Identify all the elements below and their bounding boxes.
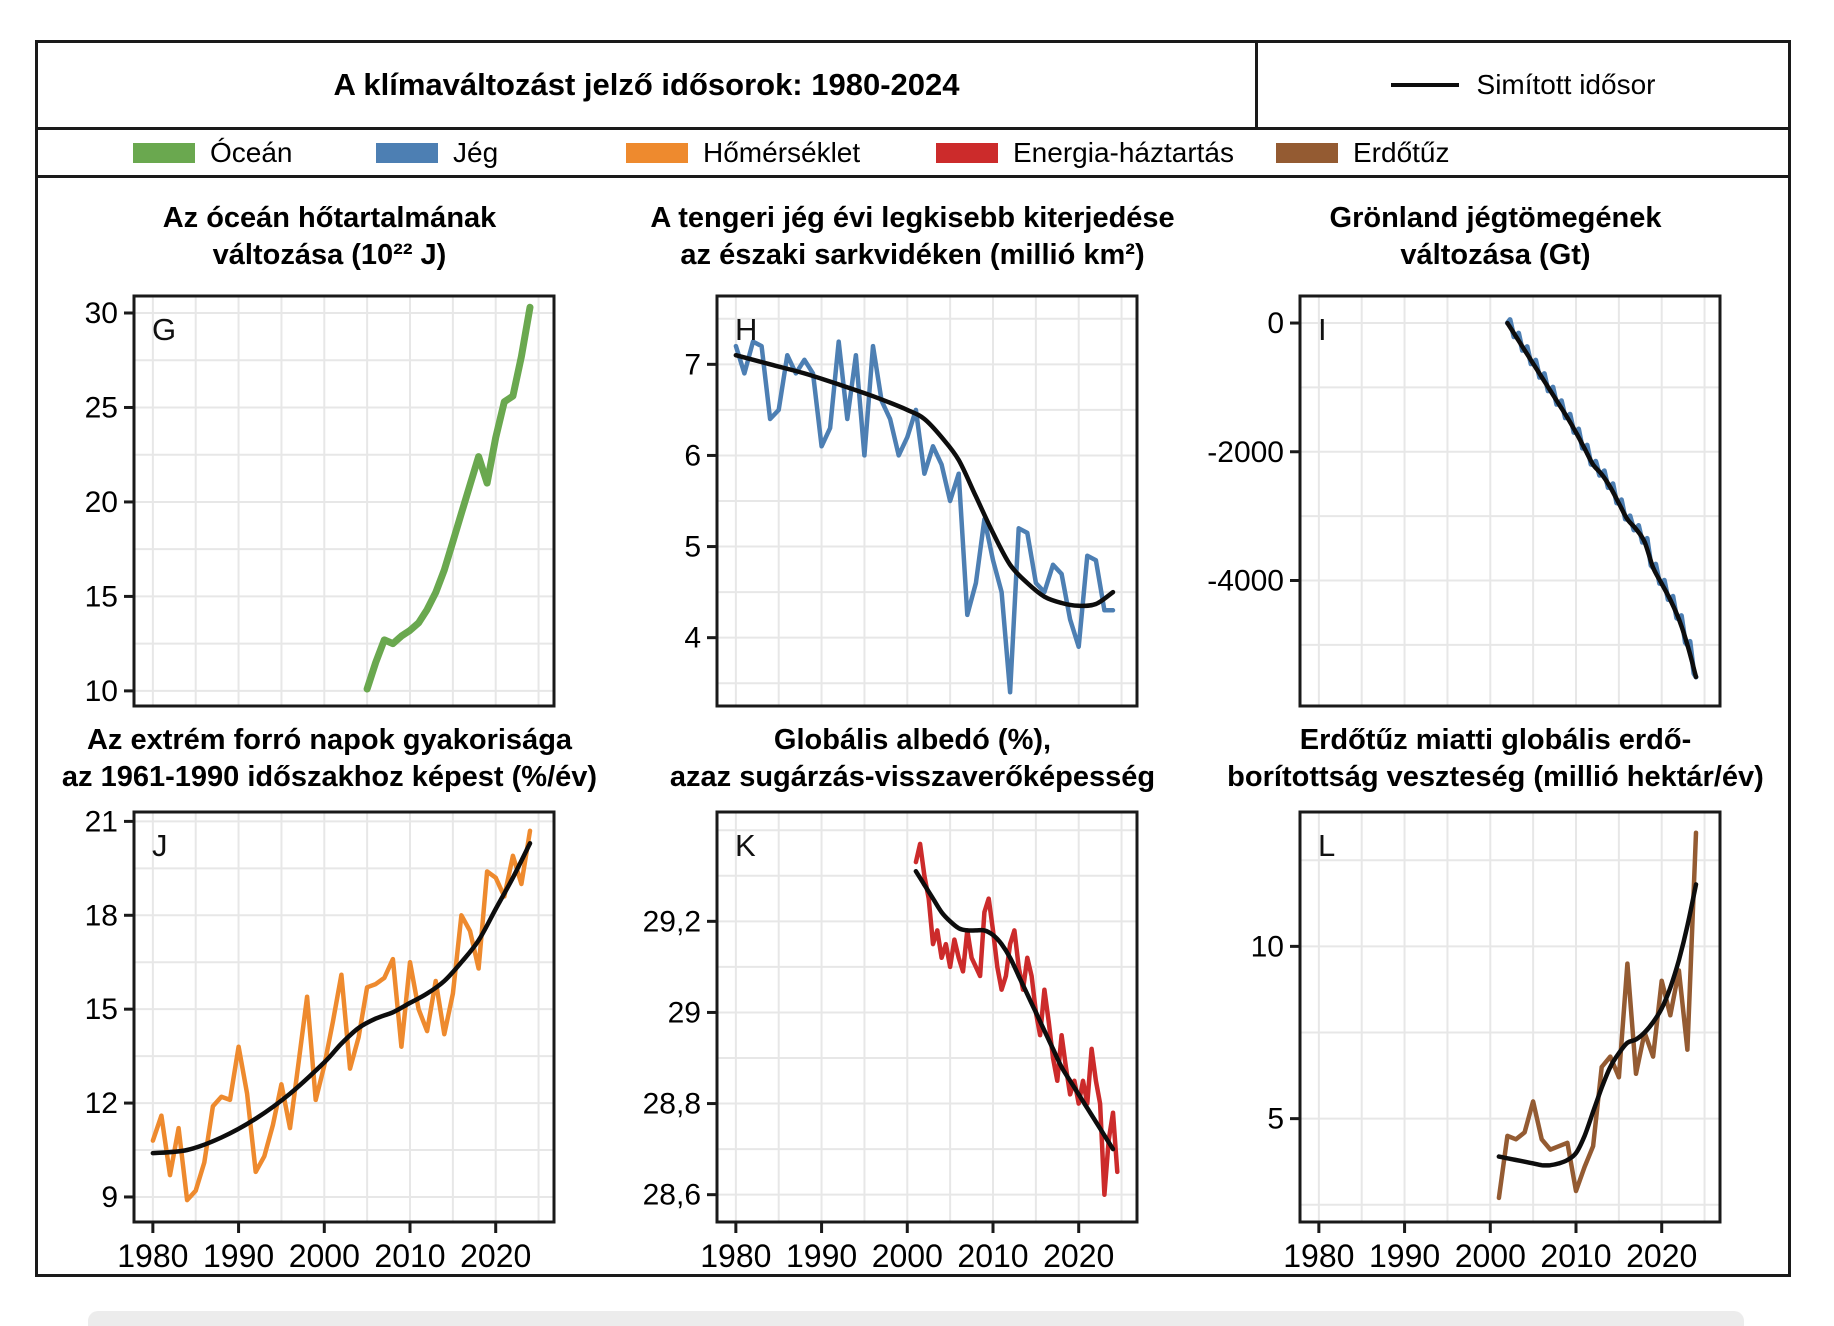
svg-text:2020: 2020: [1626, 1238, 1697, 1268]
svg-text:2020: 2020: [460, 1238, 531, 1268]
panel-extreme-hot-days: Az extrém forró napok gyakorisága az 196…: [38, 716, 621, 1268]
panel-ocean-heat: Az óceán hőtartalmának változása (10²² J…: [38, 178, 621, 716]
svg-text:K: K: [735, 828, 756, 863]
figure-frame: A klímaváltozást jelző idősorok: 1980-20…: [35, 40, 1791, 1277]
legend-item-energy: Energia-háztartás: [936, 137, 1234, 169]
ice-color-swatch: [376, 142, 438, 163]
figure-title: A klímaváltozást jelző idősorok: 1980-20…: [333, 67, 960, 102]
panel-title: Az óceán hőtartalmának változása (10²² J…: [162, 202, 497, 271]
svg-text:1980: 1980: [700, 1238, 771, 1268]
svg-text:2010: 2010: [957, 1238, 1028, 1268]
svg-text:2000: 2000: [872, 1238, 943, 1268]
svg-text:7: 7: [684, 348, 701, 381]
panel-global-albedo: Globális albedó (%), azaz sugárzás-vissz…: [621, 716, 1204, 1268]
svg-text:5: 5: [684, 531, 701, 564]
legend-item-wildfire: Erdőtűz: [1276, 137, 1450, 169]
legend-label: Óceán: [210, 136, 293, 168]
svg-text:18: 18: [85, 899, 118, 932]
svg-text:2000: 2000: [1455, 1238, 1526, 1268]
svg-text:2010: 2010: [374, 1238, 445, 1268]
chart-greenland-ice-mass: 0 -2000 -4000 I: [1207, 294, 1722, 708]
legend-label: Hőmérséklet: [703, 136, 861, 168]
smoothed-line-legend: Simított idősor: [1258, 43, 1788, 127]
svg-text:1990: 1990: [786, 1238, 857, 1268]
svg-text:28,8: 28,8: [643, 1088, 701, 1121]
svg-text:0: 0: [1267, 307, 1284, 340]
panels-grid: Az óceán hőtartalmának változása (10²² J…: [38, 178, 1788, 1268]
svg-text:2010: 2010: [1540, 1238, 1611, 1268]
svg-text:28,6: 28,6: [643, 1179, 701, 1212]
svg-text:-4000: -4000: [1207, 564, 1284, 597]
svg-text:12: 12: [85, 1087, 118, 1120]
bottom-strip: [88, 1311, 1744, 1326]
svg-text:15: 15: [85, 993, 118, 1026]
svg-text:1990: 1990: [203, 1238, 274, 1268]
svg-text:L: L: [1318, 828, 1335, 863]
panel-title: Grönland jégtömegének változása (Gt): [1329, 202, 1662, 271]
svg-text:6: 6: [684, 439, 701, 472]
chart-sea-ice-extent: 4 5 6 7 H: [684, 294, 1139, 708]
svg-text:25: 25: [85, 391, 118, 424]
legend-label: Energia-háztartás: [1013, 136, 1235, 168]
smoothed-line-label: Simított idősor: [1476, 69, 1656, 100]
svg-text:2000: 2000: [289, 1238, 360, 1268]
wildfire-color-swatch: [1276, 142, 1338, 163]
panel-sea-ice-extent: A tengeri jég évi legkisebb kiterjedése …: [621, 178, 1204, 716]
svg-text:J: J: [152, 828, 168, 863]
energy-color-swatch: [936, 142, 998, 163]
svg-text:10: 10: [85, 675, 118, 708]
chart-ocean-heat: 10 15 20 25 30 G: [85, 294, 556, 708]
chart-extreme-hot-days: 9 12 15 18 21 1980 1990 2000 2010 2020 J: [85, 806, 556, 1268]
svg-text:1990: 1990: [1369, 1238, 1440, 1268]
panel-title: Erdőtűz miatti globális erdő- borítottsá…: [1227, 724, 1764, 793]
temperature-color-swatch: [626, 142, 688, 163]
svg-text:30: 30: [85, 297, 118, 330]
panel-forest-loss-fire: Erdőtűz miatti globális erdő- borítottsá…: [1204, 716, 1787, 1268]
svg-text:29,2: 29,2: [643, 905, 701, 938]
color-legend-row: Óceán Jég Hőmérséklet Energia-háztartás …: [38, 130, 1788, 178]
legend-label: Jég: [453, 136, 499, 168]
svg-text:4: 4: [684, 622, 701, 655]
svg-text:1980: 1980: [117, 1238, 188, 1268]
svg-text:I: I: [1318, 312, 1327, 347]
chart-global-albedo: 28,6 28,8 29 29,2 1980 1990 2000 2010 2020 K: [643, 810, 1139, 1268]
svg-text:-2000: -2000: [1207, 436, 1284, 469]
svg-text:29: 29: [668, 996, 701, 1029]
svg-text:9: 9: [101, 1181, 118, 1214]
legend-item-temperature: Hőmérséklet: [626, 137, 860, 169]
svg-text:20: 20: [85, 486, 118, 519]
svg-text:H: H: [735, 312, 757, 347]
svg-text:1980: 1980: [1283, 1238, 1354, 1268]
svg-text:15: 15: [85, 580, 118, 613]
ocean-color-swatch: [133, 142, 195, 163]
panel-greenland-ice-mass: Grönland jégtömegének változása (Gt) 0 -2…: [1204, 178, 1787, 716]
smoothed-line-icon: [1390, 83, 1459, 87]
legend-label: Erdőtűz: [1353, 136, 1450, 168]
header-row: A klímaváltozást jelző idősorok: 1980-20…: [38, 43, 1788, 130]
svg-text:G: G: [152, 312, 176, 347]
panel-title: Az extrém forró napok gyakorisága az 196…: [61, 724, 598, 793]
panel-title: Globális albedó (%), azaz sugárzás-vissz…: [669, 724, 1156, 793]
svg-text:5: 5: [1267, 1103, 1284, 1136]
title-cell: A klímaváltozást jelző idősorok: 1980-20…: [38, 43, 1258, 127]
legend-item-ice: Jég: [376, 137, 498, 169]
svg-text:2020: 2020: [1043, 1238, 1114, 1268]
panel-title: A tengeri jég évi legkisebb kiterjedése …: [650, 202, 1175, 271]
legend-item-ocean: Óceán: [133, 137, 293, 169]
svg-text:10: 10: [1251, 930, 1284, 963]
svg-text:21: 21: [85, 806, 118, 838]
chart-forest-loss-fire: 5 10 1980 1990 2000 2010 2020 L: [1251, 810, 1722, 1268]
